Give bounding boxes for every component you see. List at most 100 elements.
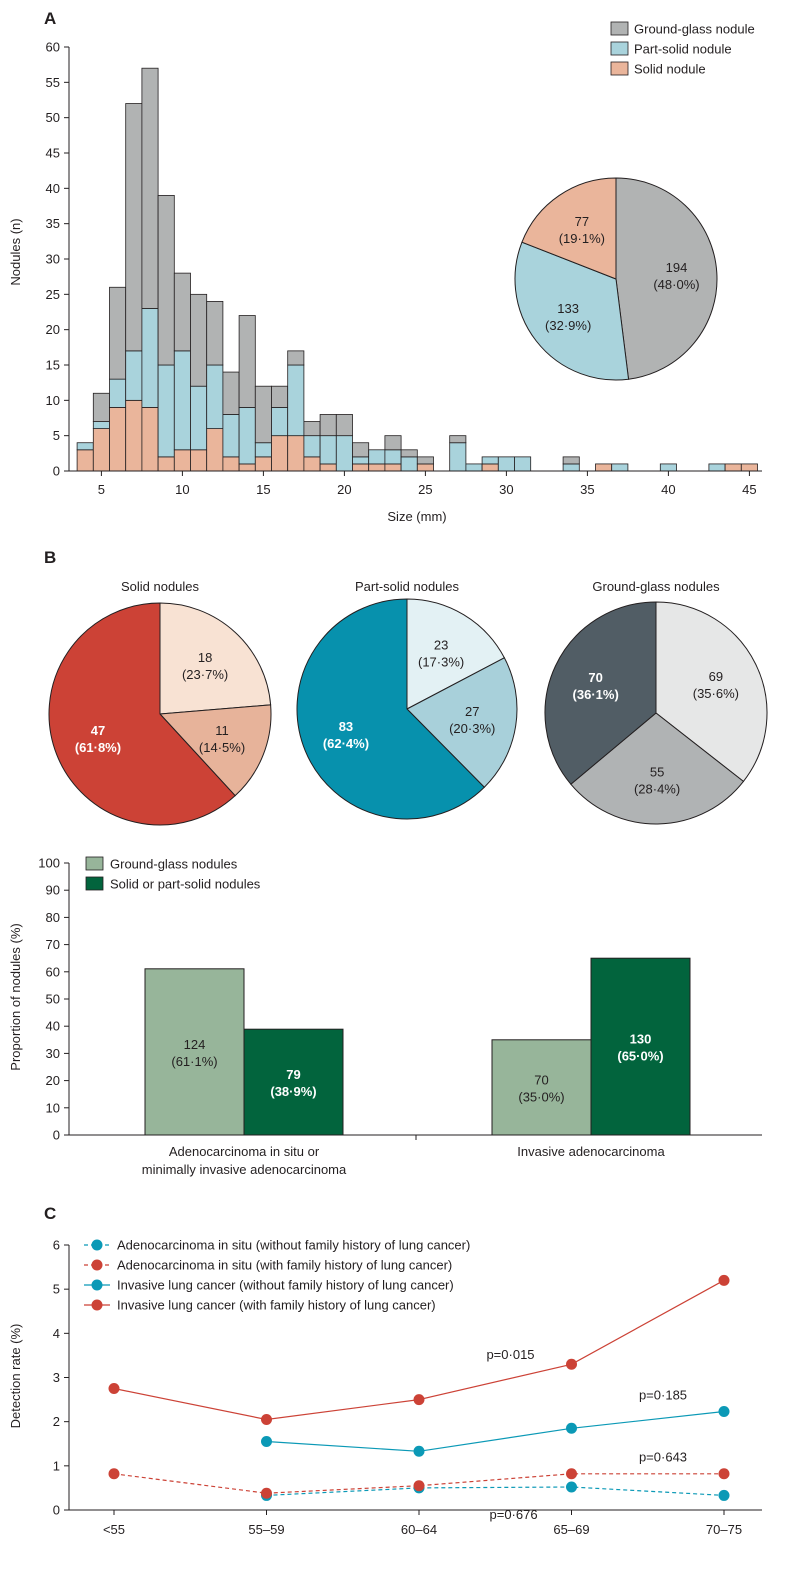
hist-bar-part [287, 364, 305, 437]
line-chart-axes: 0 1 2 3 4 5 6 <55 55–59 60–64 65–69 70–75 [53, 1238, 762, 1537]
series-1-point [413, 1480, 425, 1492]
hist-bar-part [352, 456, 370, 465]
hist-bar-part [611, 463, 629, 472]
hist-bar-part [481, 456, 499, 465]
inset-pie-count: 133 [557, 301, 579, 316]
bar-y-tick-label: 70 [46, 937, 60, 952]
hist-bar-part [92, 421, 110, 429]
hist-bar-ggn [287, 350, 305, 366]
panel-b-bar-chart: 0 10 20 30 40 50 60 70 80 90 100 124 (61·1%) 79 (38·9%… [38, 856, 762, 1177]
pie-2-slice-1 [570, 712, 745, 825]
histogram-axes: 0 5 10 15 20 25 30 35 40 45 50 55 60 5 10 15 20 25 30 35 40 4… [46, 40, 762, 497]
hist-bar-solid [254, 456, 272, 472]
line-x-tick-label: 60–64 [401, 1522, 437, 1537]
series-3-point [108, 1383, 120, 1395]
panel-b-pies: Solid nodules 18 (23·7%) 11 (14·5%) 47 (61·8%)… [48, 579, 768, 826]
bar-y-tick-label: 90 [46, 883, 60, 898]
hist-bar-solid [109, 406, 127, 472]
hist-y-tick-label: 35 [46, 216, 60, 231]
inset-pie-percent: (19·1%) [559, 231, 605, 246]
bar-legend-swatch [85, 876, 104, 891]
series-2-line [266, 1410, 725, 1452]
line-legend-label: Adenocarcinoma in situ (with family hist… [117, 1258, 452, 1273]
pie-2-slice-2 [544, 601, 657, 785]
hist-bar-part [222, 414, 240, 458]
pie-0-count: 11 [215, 723, 229, 738]
hist-y-tick-label: 5 [53, 428, 60, 443]
bar-legend-label: Solid or part-solid nodules [110, 877, 261, 892]
series-0-point [566, 1481, 577, 1493]
hist-y-tick-label: 0 [53, 464, 60, 479]
pie-1-count: 27 [465, 704, 479, 719]
line-x-tick-label: 70–75 [706, 1522, 742, 1537]
hist-x-tick-label: 10 [175, 482, 189, 497]
pie-0-slice-1 [158, 704, 272, 797]
p-value-annotation: p=0·015 [486, 1347, 534, 1362]
bar-y-tick-label: 0 [53, 1128, 60, 1143]
line-legend-label: Invasive lung cancer (without family his… [117, 1278, 454, 1293]
pie-0-slice-0 [159, 602, 272, 715]
series-2-point [413, 1445, 425, 1457]
hist-bar-solid [724, 463, 742, 472]
p-value-annotation: p=0·676 [490, 1507, 538, 1522]
pie-0-slice-2 [48, 602, 236, 826]
hist-x-tick-label: 20 [337, 482, 351, 497]
hist-bar-ggn [222, 371, 240, 415]
bar-legend-swatch [85, 856, 104, 871]
histogram-legend: Ground-glass nodule Part-solid nodule Soli… [610, 22, 755, 77]
hist-bar-ggn [109, 286, 127, 380]
hist-bar-solid [303, 456, 321, 472]
bar-y-tick-label: 40 [46, 1019, 60, 1034]
series-3-point [413, 1394, 425, 1406]
hist-bar-ggn [352, 442, 370, 458]
hist-y-tick-label: 15 [46, 358, 60, 373]
inset-pie-slice-1 [514, 241, 630, 381]
hist-y-tick-label: 30 [46, 252, 60, 267]
hist-bar-part [514, 456, 532, 472]
series-3-point [718, 1274, 730, 1286]
pie-2-slice-0 [655, 601, 768, 783]
hist-bar-ggn [173, 272, 191, 352]
inset-pie-count: 194 [666, 260, 688, 275]
line-x-tick-label: 55–59 [248, 1522, 284, 1537]
hist-bar-solid [173, 449, 191, 472]
series-0-point [718, 1489, 730, 1501]
hist-bar-part [206, 364, 224, 429]
hist-bar-part [76, 442, 94, 451]
hist-legend-swatch [610, 41, 629, 56]
bar-solid-percent: (38·9%) [270, 1084, 316, 1099]
pie-0-percent: (14·5%) [199, 740, 245, 755]
pie-1-slice-1 [406, 657, 518, 788]
hist-bar-ggn [400, 449, 418, 458]
panel-c-y-axis-title: Detection rate (%) [8, 1324, 23, 1429]
histogram-bars [76, 67, 758, 472]
hist-bar-part [303, 435, 321, 458]
panel-a-x-axis-title: Size (mm) [387, 509, 446, 524]
inset-pie-percent: (48·0%) [653, 277, 699, 292]
pie-0-percent: (23·7%) [182, 667, 228, 682]
hist-x-tick-label: 35 [580, 482, 594, 497]
hist-bar-solid [190, 449, 208, 472]
hist-bar-part [238, 406, 256, 465]
bar-y-tick-label: 100 [38, 856, 60, 871]
hist-bar-part [562, 463, 580, 472]
hist-x-tick-label: 25 [418, 482, 432, 497]
hist-x-tick-label: 5 [98, 482, 105, 497]
hist-bar-ggn [190, 293, 208, 387]
line-x-tick-label: <55 [103, 1522, 125, 1537]
pie-0-percent: (61·8%) [75, 740, 121, 755]
bar-y-tick-label: 80 [46, 910, 60, 925]
bar-y-tick-label: 20 [46, 1073, 60, 1088]
pie-1-percent: (62·4%) [323, 736, 369, 751]
hist-legend-label: Ground-glass nodule [634, 22, 755, 37]
hist-x-tick-label: 45 [742, 482, 756, 497]
panel-b-letter: B [44, 548, 56, 567]
bar-ggn-percent: (35·0%) [518, 1089, 564, 1104]
hist-bar-part [497, 456, 515, 472]
line-chart-legend: Adenocarcinoma in situ (without family h… [84, 1238, 470, 1313]
hist-bar-solid [222, 456, 240, 472]
hist-bar-ggn [449, 435, 467, 444]
pie-2-count: 69 [709, 669, 723, 684]
hist-bar-solid [352, 463, 370, 472]
